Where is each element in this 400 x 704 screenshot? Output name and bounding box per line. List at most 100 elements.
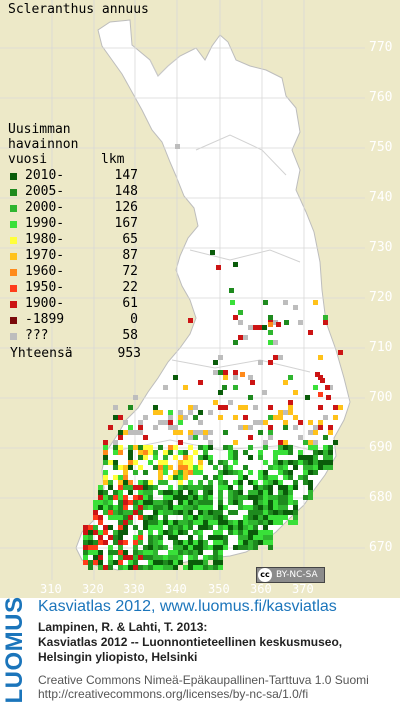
observation-cell: [273, 450, 278, 455]
observation-cell: [118, 545, 123, 550]
observation-cell: [148, 495, 153, 500]
observation-cell: [153, 540, 158, 545]
observation-cell: [218, 550, 223, 555]
observation-cell: [188, 550, 193, 555]
observation-cell: [188, 405, 193, 410]
observation-cell: [248, 435, 253, 440]
observation-cell: [198, 430, 203, 435]
observation-cell: [163, 530, 168, 535]
observation-cell: [123, 420, 128, 425]
observation-cell: [153, 510, 158, 515]
legend-count: 87: [122, 248, 138, 263]
observation-cell: [238, 500, 243, 505]
legend-swatch: [10, 300, 17, 308]
legend-swatch: [10, 252, 17, 260]
observation-cell: [138, 490, 143, 495]
observation-cell: [108, 495, 113, 500]
observation-cell: [143, 505, 148, 510]
observation-cell: [188, 490, 193, 495]
observation-cell: [233, 520, 238, 525]
observation-cell: [208, 500, 213, 505]
observation-cell: [98, 500, 103, 505]
observation-cell: [163, 455, 168, 460]
observation-cell: [188, 505, 193, 510]
observation-cell: [188, 540, 193, 545]
observation-cell: [138, 535, 143, 540]
observation-cell: [253, 525, 258, 530]
observation-cell: [143, 555, 148, 560]
observation-cell: [133, 545, 138, 550]
observation-cell: [143, 550, 148, 555]
observation-cell: [188, 480, 193, 485]
legend-row: 2010- 147: [8, 168, 141, 184]
observation-cell: [228, 495, 233, 500]
observation-cell: [238, 535, 243, 540]
observation-cell: [208, 510, 213, 515]
observation-cell: [193, 465, 198, 470]
observation-cell: [193, 550, 198, 555]
observation-cell: [298, 435, 303, 440]
observation-cell: [103, 475, 108, 480]
observation-cell: [268, 545, 273, 550]
observation-cell: [193, 560, 198, 565]
observation-cell: [218, 470, 223, 475]
legend-count: 167: [114, 216, 138, 231]
atlas-link[interactable]: Kasviatlas 2012, www.luomus.fi/kasviatla…: [38, 598, 337, 615]
observation-cell: [243, 530, 248, 535]
observation-cell: [218, 560, 223, 565]
observation-cell: [93, 525, 98, 530]
license-line-2[interactable]: http://creativecommons.org/licenses/by-n…: [38, 687, 309, 701]
observation-cell: [173, 375, 178, 380]
observation-cell: [263, 520, 268, 525]
cc-license-badge[interactable]: cc BY-NC-SA: [256, 567, 325, 583]
observation-cell: [178, 420, 183, 425]
observation-cell: [178, 505, 183, 510]
observation-cell: [168, 560, 173, 565]
observation-cell: [203, 430, 208, 435]
observation-cell: [248, 425, 253, 430]
observation-cell: [118, 415, 123, 420]
observation-cell: [338, 405, 343, 410]
legend-year-label: 1960-: [25, 264, 65, 279]
y-tick-label: 710: [369, 340, 393, 355]
creative-commons-icon: cc: [258, 568, 272, 582]
observation-cell: [273, 510, 278, 515]
observation-cell: [283, 485, 288, 490]
observation-cell: [323, 460, 328, 465]
observation-cell: [253, 495, 258, 500]
observation-cell: [158, 520, 163, 525]
observation-cell: [308, 430, 313, 435]
observation-cell: [173, 560, 178, 565]
observation-cell: [178, 500, 183, 505]
observation-cell: [153, 555, 158, 560]
observation-cell: [188, 525, 193, 530]
observation-cell: [243, 465, 248, 470]
observation-cell: [273, 500, 278, 505]
observation-cell: [158, 540, 163, 545]
observation-cell: [283, 495, 288, 500]
observation-cell: [323, 465, 328, 470]
observation-cell: [228, 525, 233, 530]
observation-cell: [248, 525, 253, 530]
observation-cell: [288, 485, 293, 490]
observation-cell: [113, 505, 118, 510]
observation-cell: [183, 550, 188, 555]
observation-cell: [328, 385, 333, 390]
observation-cell: [103, 460, 108, 465]
observation-cell: [133, 555, 138, 560]
legend: Uusimman havainnon vuosi lkm 2010- 147 200…: [8, 122, 141, 362]
observation-cell: [178, 485, 183, 490]
observation-cell: [228, 450, 233, 455]
observation-cell: [108, 565, 113, 570]
observation-cell: [138, 555, 143, 560]
observation-cell: [213, 540, 218, 545]
observation-cell: [93, 500, 98, 505]
observation-cell: [178, 550, 183, 555]
observation-cell: [303, 465, 308, 470]
observation-cell: [148, 555, 153, 560]
observation-cell: [313, 445, 318, 450]
observation-cell: [218, 540, 223, 545]
observation-cell: [268, 465, 273, 470]
observation-cell: [258, 455, 263, 460]
observation-cell: [168, 495, 173, 500]
